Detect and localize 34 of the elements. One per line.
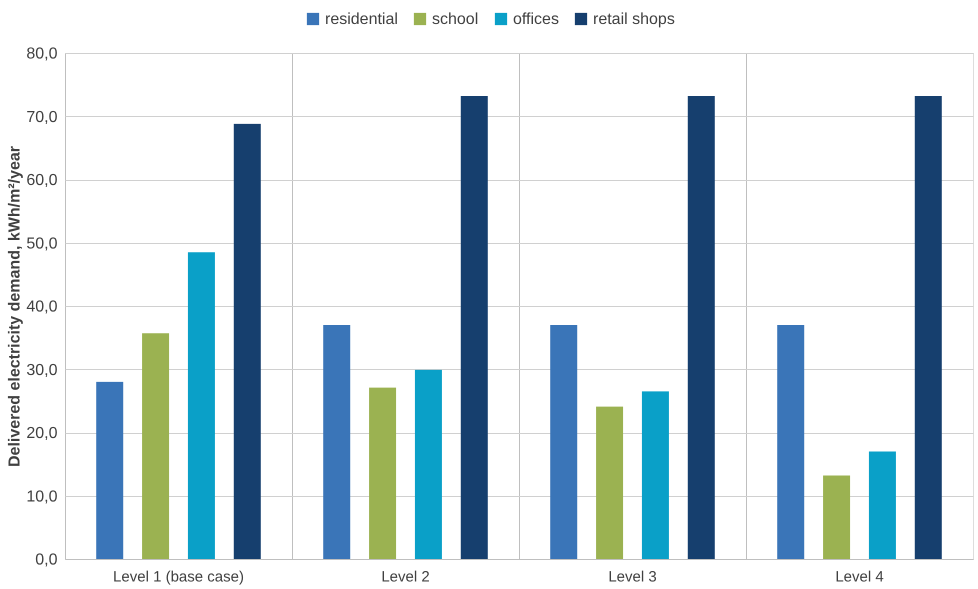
y-tick-label: 70,0: [26, 108, 58, 126]
y-tick-label: 80,0: [26, 46, 58, 62]
bar: [596, 406, 624, 559]
x-tick-label: Level 2: [381, 568, 430, 586]
x-tick-label: Level 3: [608, 568, 657, 586]
y-tick-label: 60,0: [26, 172, 58, 189]
x-tick-label: Level 1 (base case): [113, 568, 244, 586]
bar: [369, 388, 396, 559]
bar: [234, 124, 261, 559]
bar: [688, 96, 715, 559]
bar: [823, 476, 850, 559]
legend-label: retail shops: [593, 11, 675, 28]
legend-label: offices: [513, 11, 559, 28]
bar: [414, 370, 442, 559]
x-tick-label: Level 4: [835, 568, 884, 586]
bar: [914, 96, 942, 559]
bar: [188, 252, 215, 559]
bar: [460, 96, 488, 559]
y-tick-label: 20,0: [26, 425, 58, 442]
y-tick-label: 0,0: [35, 552, 58, 568]
bar: [777, 324, 804, 559]
y-tick-label: 50,0: [26, 235, 58, 252]
bar: [642, 391, 669, 559]
y-axis-title: Delivered electricity demand, kWh/m²/year: [6, 146, 24, 468]
legend-label: residential: [325, 11, 398, 28]
bar: [142, 333, 170, 559]
y-tick-label: 40,0: [26, 298, 58, 316]
bar: [868, 451, 896, 559]
legend-label: school: [432, 11, 478, 28]
y-tick-label: 10,0: [26, 488, 58, 506]
bar: [96, 382, 124, 559]
y-tick-label: 30,0: [26, 362, 58, 379]
bar: [323, 324, 350, 559]
bar: [550, 324, 578, 559]
